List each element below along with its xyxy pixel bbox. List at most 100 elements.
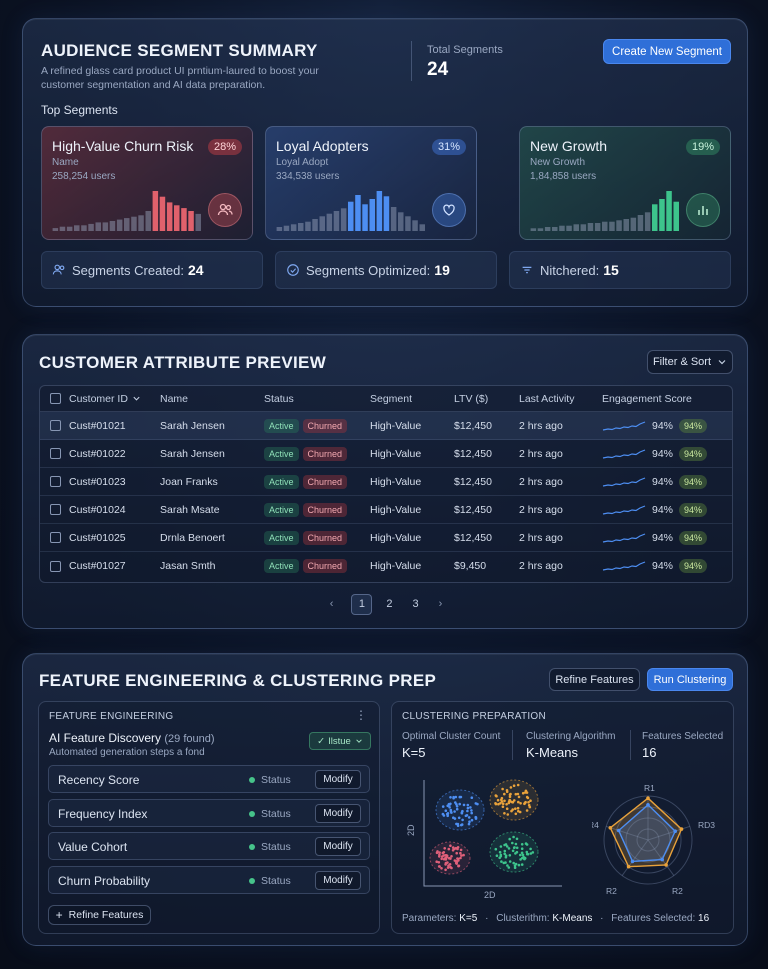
row-checkbox[interactable]	[50, 420, 61, 431]
scatter-point	[529, 847, 532, 851]
scatter-point	[510, 800, 513, 804]
row-checkbox[interactable]	[50, 532, 61, 543]
add-refine-features-button[interactable]: + Refine Features	[48, 905, 151, 925]
radar-axis-label: R4	[592, 820, 599, 830]
scatter-point	[520, 851, 524, 855]
filter-sort-button[interactable]: Filter & Sort	[647, 350, 733, 374]
table-row[interactable]: Cust#01021 Sarah Jensen Active Churned H…	[40, 412, 732, 440]
row-checkbox[interactable]	[50, 448, 61, 459]
name-cell: Sarah Jensen	[160, 447, 225, 460]
histogram-bar	[412, 220, 418, 231]
param-value: K-Means	[552, 913, 593, 924]
select-all-checkbox[interactable]	[50, 393, 61, 404]
modify-button[interactable]: Modify	[315, 837, 361, 856]
scatter-point	[514, 792, 518, 796]
row-checkbox[interactable]	[50, 504, 61, 515]
next-page-button[interactable]: ›	[438, 598, 443, 610]
active-badge: Active	[264, 530, 299, 545]
column-status[interactable]: Status	[264, 392, 294, 405]
histogram-bar	[152, 191, 159, 231]
more-options-icon[interactable]: ⋮	[355, 708, 367, 722]
issue-dropdown[interactable]: ✓ Ilstue	[309, 732, 371, 750]
table-row[interactable]: Cust#01027 Jasan Smth Active Churned Hig…	[40, 552, 732, 580]
histogram-bar	[673, 201, 679, 231]
scatter-point	[456, 824, 460, 827]
segment-card-new-growth[interactable]: New Growth New Growth 1,84,858 users 19%	[519, 126, 731, 240]
last-activity-cell: 2 hrs ago	[519, 560, 563, 572]
scatter-point	[523, 856, 527, 860]
histogram-bar	[298, 223, 304, 231]
histogram-bar	[326, 213, 333, 231]
table-row[interactable]: Cust#01024 Sarah Msate Active Churned Hi…	[40, 496, 732, 524]
table-row[interactable]: Cust#01022 Sarah Jensen Active Churned H…	[40, 440, 732, 468]
modify-button[interactable]: Modify	[315, 871, 361, 890]
column-customer-id[interactable]: Customer ID	[69, 386, 141, 411]
scatter-point	[444, 863, 447, 866]
column-last-activity[interactable]: Last Activity	[519, 392, 575, 405]
histogram-bar	[124, 218, 130, 231]
customer-id-cell: Cust#01023	[69, 475, 126, 488]
table-row[interactable]: Cust#01023 Joan Franks Active Churned Hi…	[40, 468, 732, 496]
create-new-segment-button[interactable]: Create New Segment	[603, 39, 731, 64]
column-ltv[interactable]: LTV ($)	[454, 392, 489, 405]
radar-point	[626, 864, 631, 869]
histogram-bar	[319, 216, 325, 231]
stat-segments-created: Segments Created: 24	[41, 251, 263, 289]
scatter-point	[494, 802, 497, 805]
scatter-point	[520, 847, 524, 850]
scatter-point	[456, 857, 459, 860]
modify-button[interactable]: Modify	[315, 804, 361, 823]
table-header: Customer ID Name Status Segment LTV ($) …	[40, 386, 732, 412]
scatter-point	[513, 799, 516, 802]
row-checkbox[interactable]	[50, 476, 61, 487]
scatter-point	[440, 857, 443, 861]
scatter-point	[506, 864, 509, 867]
page-2-button[interactable]: 2	[386, 598, 393, 610]
active-badge: Active	[264, 502, 299, 517]
active-badge: Active	[264, 474, 299, 489]
page-1-button[interactable]: 1	[351, 593, 373, 615]
name-cell: Jasan Smth	[160, 560, 216, 572]
segment-card-high-value-churn-risk[interactable]: High-Value Churn Risk Name 258,254 users…	[41, 126, 253, 240]
scatter-point	[455, 851, 458, 855]
histogram-bar	[66, 226, 73, 231]
ltv-cell: $12,450	[454, 419, 492, 432]
row-checkbox[interactable]	[50, 560, 61, 572]
engagement-badge: 94%	[679, 418, 708, 433]
histogram-bar	[181, 208, 187, 231]
histogram-bar	[283, 225, 290, 231]
bar-chart-icon	[686, 193, 720, 227]
page-3-button[interactable]: 3	[412, 598, 419, 610]
segment-card-loyal-adopters[interactable]: Loyal Adopters Loyal Adopt 334,538 users…	[265, 126, 477, 240]
scatter-point	[455, 807, 459, 811]
scatter-point	[435, 851, 439, 855]
column-segment[interactable]: Segment	[370, 392, 413, 405]
clustering-preparation-panel: CLUSTERING PREPARATION Optimal Cluster C…	[391, 701, 734, 934]
column-name[interactable]: Name	[160, 392, 189, 405]
users-icon	[52, 264, 65, 275]
histogram-bar	[131, 216, 137, 231]
scatter-point	[506, 813, 510, 816]
feature-label: Recency Score	[58, 773, 140, 787]
refine-features-button[interactable]: Refine Features	[549, 668, 640, 691]
scatter-point	[515, 846, 519, 850]
scatter-point	[457, 816, 461, 820]
prev-page-button[interactable]: ‹	[329, 598, 334, 610]
scatter-x-label: 2D	[484, 890, 496, 900]
scatter-point	[508, 795, 512, 798]
status-cell: Active Churned	[264, 412, 351, 439]
sparkline-icon	[602, 476, 646, 487]
feature-item-frequency-index: Frequency Index Status Modify	[48, 799, 370, 827]
status-dot-icon	[249, 811, 255, 817]
column-engagement-score[interactable]: Engagement Score	[602, 392, 692, 405]
scatter-point	[504, 861, 507, 864]
scatter-point	[524, 791, 527, 794]
run-clustering-button[interactable]: Run Clustering	[647, 668, 733, 691]
segment-sub: New Growth	[530, 157, 586, 168]
scatter-point	[437, 861, 441, 864]
scatter-point	[455, 805, 459, 808]
modify-button[interactable]: Modify	[315, 770, 361, 789]
table-row[interactable]: Cust#01025 Drnla Benoert Active Churned …	[40, 524, 732, 552]
scatter-point	[453, 817, 457, 820]
histogram-bar	[159, 196, 166, 231]
